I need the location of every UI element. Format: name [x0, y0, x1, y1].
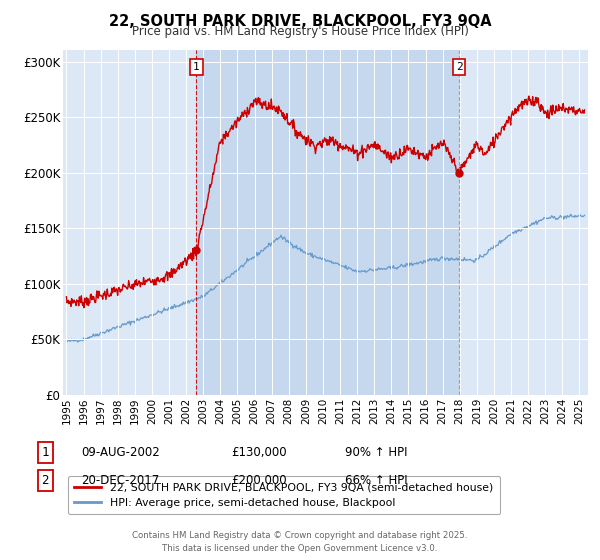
Text: 66% ↑ HPI: 66% ↑ HPI [345, 474, 407, 487]
Text: 20-DEC-2017: 20-DEC-2017 [81, 474, 159, 487]
Text: 2: 2 [456, 62, 463, 72]
Text: 09-AUG-2002: 09-AUG-2002 [81, 446, 160, 459]
Text: 90% ↑ HPI: 90% ↑ HPI [345, 446, 407, 459]
Text: 2: 2 [41, 474, 49, 487]
Text: Contains HM Land Registry data © Crown copyright and database right 2025.
This d: Contains HM Land Registry data © Crown c… [132, 531, 468, 553]
Text: £130,000: £130,000 [231, 446, 287, 459]
Text: 1: 1 [193, 62, 200, 72]
Text: Price paid vs. HM Land Registry's House Price Index (HPI): Price paid vs. HM Land Registry's House … [131, 25, 469, 38]
Text: £200,000: £200,000 [231, 474, 287, 487]
Text: 1: 1 [41, 446, 49, 459]
Legend: 22, SOUTH PARK DRIVE, BLACKPOOL, FY3 9QA (semi-detached house), HPI: Average pri: 22, SOUTH PARK DRIVE, BLACKPOOL, FY3 9QA… [68, 476, 500, 515]
Text: 22, SOUTH PARK DRIVE, BLACKPOOL, FY3 9QA: 22, SOUTH PARK DRIVE, BLACKPOOL, FY3 9QA [109, 14, 491, 29]
Bar [196, 50, 459, 395]
